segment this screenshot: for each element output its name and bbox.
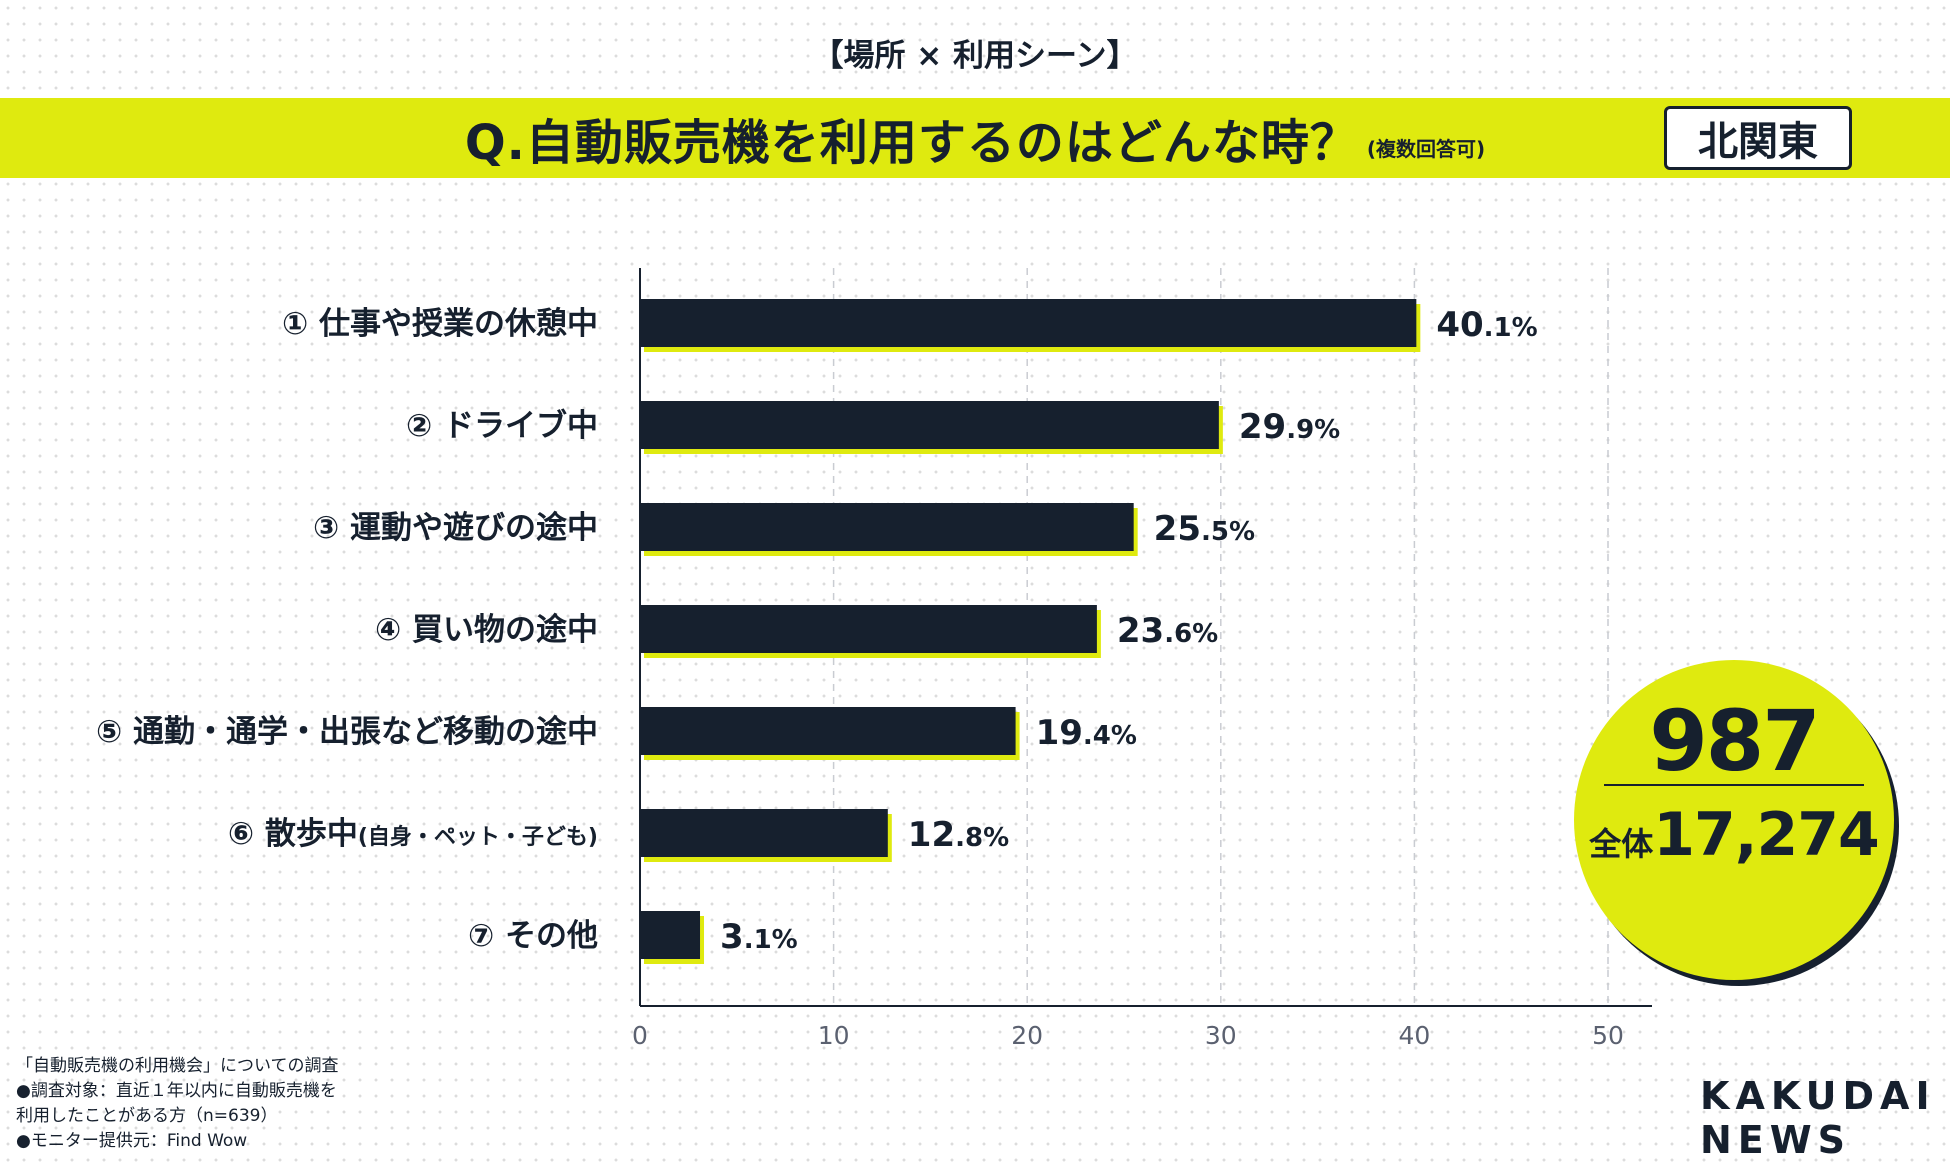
bar: [640, 299, 1417, 347]
bar: [640, 401, 1219, 449]
survey-note-line: ●調査対象：直近１年以内に自動販売機を: [16, 1081, 337, 1101]
summary-total-value: 17,274: [1653, 800, 1880, 870]
bar: [640, 707, 1016, 755]
category-label: ⑥ 散歩中(自身・ペット・子ども): [228, 816, 598, 852]
value-label: 19.4%: [1036, 713, 1137, 753]
logo-line-1: KAKUDAI: [1700, 1074, 1936, 1118]
value-label: 40.1%: [1436, 305, 1537, 345]
bar: [640, 809, 888, 857]
summary-divider: [1604, 784, 1864, 786]
summary-total: 全体17,274: [1574, 800, 1894, 870]
value-label: 23.6%: [1117, 611, 1218, 651]
value-label: 29.9%: [1239, 407, 1340, 447]
survey-note-line: 「自動販売機の利用機会」についての調査: [16, 1056, 339, 1076]
logo-line-2: NEWS: [1700, 1118, 1852, 1162]
summary-total-label: 全体: [1589, 825, 1654, 863]
bar: [640, 503, 1134, 551]
value-label: 25.5%: [1154, 509, 1255, 549]
x-tick-label: 10: [818, 1021, 850, 1050]
x-tick-label: 50: [1592, 1021, 1624, 1050]
category-label: ④ 買い物の途中: [375, 612, 598, 648]
category-label: ⑤ 通勤・通学・出張など移動の途中: [96, 714, 598, 750]
x-tick-label: 20: [1011, 1021, 1043, 1050]
category-label: ① 仕事や授業の休憩中: [282, 306, 598, 342]
summary-count: 987: [1649, 692, 1820, 790]
x-tick-label: 0: [632, 1021, 648, 1050]
x-tick-label: 40: [1398, 1021, 1430, 1050]
question-title: Q.自動販売機を利用するのはどんな時？: [464, 115, 1359, 171]
survey-note-line: ●モニター提供元：Find Wow: [16, 1131, 248, 1151]
survey-note-line: 利用したことがある方（n=639）: [16, 1106, 278, 1126]
question-banner: Q.自動販売機を利用するのはどんな時？ (複数回答可) 北関東: [0, 98, 1950, 178]
value-label: 3.1%: [720, 917, 798, 957]
category-label: ③ 運動や遊びの途中: [313, 510, 598, 546]
x-tick-label: 30: [1205, 1021, 1237, 1050]
category-label: ⑦ その他: [468, 918, 598, 954]
kakudai-news-logo: KAKUDAI NEWS: [1700, 1074, 1940, 1162]
survey-notes: 「自動販売機の利用機会」についての調査 ●調査対象：直近１年以内に自動販売機を …: [16, 1054, 339, 1154]
bar: [640, 911, 701, 959]
value-label: 12.8%: [908, 815, 1009, 855]
bar: [640, 605, 1097, 653]
region-badge: 北関東: [1664, 106, 1852, 170]
category-label: ② ドライブ中: [406, 408, 598, 444]
question-note: (複数回答可): [1366, 136, 1486, 161]
summary-circle: 987 全体17,274: [1574, 660, 1894, 980]
category-label: 【場所 × 利用シーン】: [812, 38, 1138, 74]
